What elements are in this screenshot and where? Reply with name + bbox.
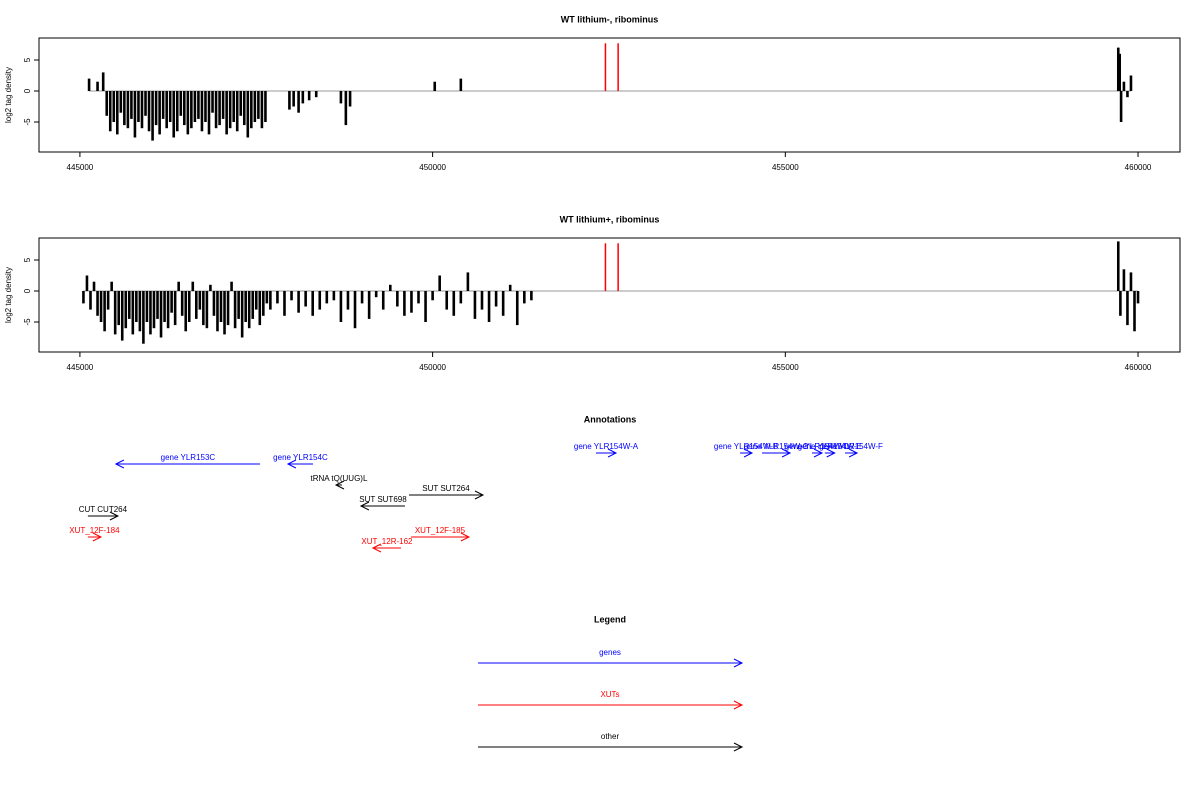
- y-axis-label: log2 tag density: [4, 267, 13, 323]
- y-tick-label: 5: [23, 257, 32, 262]
- feature-arrow-head: [334, 480, 345, 490]
- legend-label: XUTs: [600, 690, 619, 699]
- feature-label: gene YLR153C: [161, 453, 216, 462]
- feature-label: SUT SUT698: [359, 495, 407, 504]
- feature-arrow-head: [743, 448, 754, 458]
- plot-frame: [38, 37, 1181, 153]
- feature-label: gene YLR154W-F: [819, 442, 883, 451]
- feature-label: XUT_12F-185: [415, 526, 466, 535]
- y-tick-label: 0: [23, 288, 32, 293]
- feature-arrow-head: [109, 511, 120, 521]
- feature-label: XUT_12F-184: [69, 526, 120, 535]
- legend-title: Legend: [594, 614, 626, 624]
- x-tick-label: 445000: [67, 163, 94, 172]
- x-tick-label: 450000: [419, 163, 446, 172]
- feature-arrow-head: [114, 459, 125, 469]
- y-tick-label: -5: [23, 118, 32, 126]
- legend-label: other: [601, 732, 620, 741]
- plot-frame: [38, 237, 1181, 353]
- y-axis-label: log2 tag density: [4, 67, 13, 123]
- y-tick-label: 0: [23, 88, 32, 93]
- x-tick-label: 460000: [1125, 363, 1152, 372]
- feature-arrow-head: [92, 532, 103, 542]
- feature-label: tRNA tQ(UUG)L: [311, 474, 368, 483]
- legend-arrow-head: [733, 742, 744, 752]
- legend-arrow-head: [733, 700, 744, 710]
- feature-arrow-head: [286, 459, 297, 469]
- feature-label: gene YLR154W-A: [574, 442, 639, 451]
- feature-arrow-head: [371, 543, 382, 553]
- x-tick-label: 460000: [1125, 163, 1152, 172]
- feature-label: gene YLR154W-B: [714, 442, 778, 451]
- y-tick-label: -5: [23, 318, 32, 326]
- x-tick-label: 450000: [419, 363, 446, 372]
- legend-arrow-head: [733, 658, 744, 668]
- feature-arrow-head: [460, 532, 471, 542]
- legend-label: genes: [599, 648, 621, 657]
- x-tick-label: 455000: [772, 163, 799, 172]
- feature-arrow-head: [813, 448, 824, 458]
- x-tick-label: 445000: [67, 363, 94, 372]
- feature-label: SUT SUT264: [422, 484, 470, 493]
- chart-title: WT lithium+, ribominus: [560, 214, 660, 224]
- feature-arrow-head: [359, 501, 370, 511]
- feature-label: XUT_12R-162: [361, 537, 413, 546]
- feature-arrow-head: [474, 490, 485, 500]
- feature-label: gene YLR154W-E: [798, 442, 862, 451]
- feature-arrow-head: [848, 448, 859, 458]
- feature-arrow-head: [781, 448, 792, 458]
- feature-label: CUT CUT264: [79, 505, 128, 514]
- feature-arrow-head: [826, 448, 836, 458]
- annotations-title: Annotations: [584, 414, 637, 424]
- feature-arrow-head: [607, 448, 618, 458]
- chart-title: WT lithium-, ribominus: [561, 14, 659, 24]
- feature-label: gene YLR154W-C: [744, 442, 809, 451]
- feature-label: gene YLR154C: [273, 453, 328, 462]
- y-tick-label: 5: [23, 57, 32, 62]
- feature-label: gene YLR154W-D: [785, 442, 850, 451]
- x-tick-label: 455000: [772, 363, 799, 372]
